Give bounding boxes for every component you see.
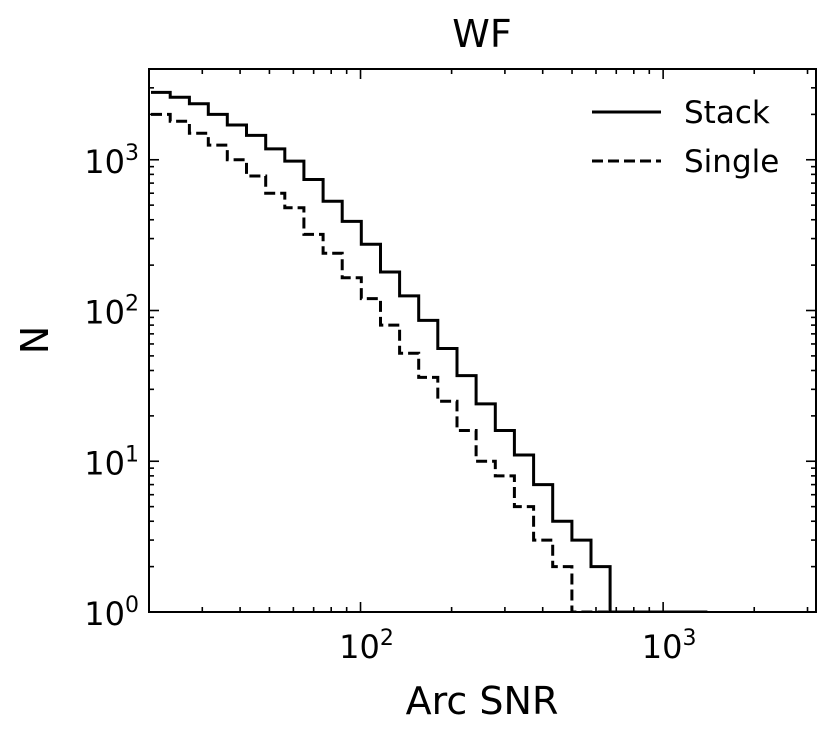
axis-ticks bbox=[148, 68, 816, 613]
y-axis-label: N bbox=[13, 326, 57, 354]
chart-title: WF bbox=[452, 12, 511, 56]
x-axis-label: Arc SNR bbox=[406, 679, 559, 723]
plot-frame bbox=[148, 68, 817, 613]
x-tick-label: 103 bbox=[642, 626, 697, 666]
tick-labels: 102 103 100 101 102 103 bbox=[84, 141, 696, 666]
legend-label-stack: Stack bbox=[684, 95, 770, 131]
plot-area bbox=[151, 90, 708, 613]
y-tick-label: 103 bbox=[84, 141, 139, 181]
y-tick-label: 101 bbox=[84, 442, 139, 482]
y-tick-label: 102 bbox=[84, 292, 139, 332]
series-line-stack bbox=[151, 90, 708, 613]
x-tick-label: 102 bbox=[339, 626, 394, 666]
y-tick-label: 100 bbox=[84, 593, 139, 633]
legend-label-single: Single bbox=[684, 144, 779, 180]
series-line-single bbox=[151, 112, 650, 613]
legend: Stack Single bbox=[592, 95, 779, 180]
